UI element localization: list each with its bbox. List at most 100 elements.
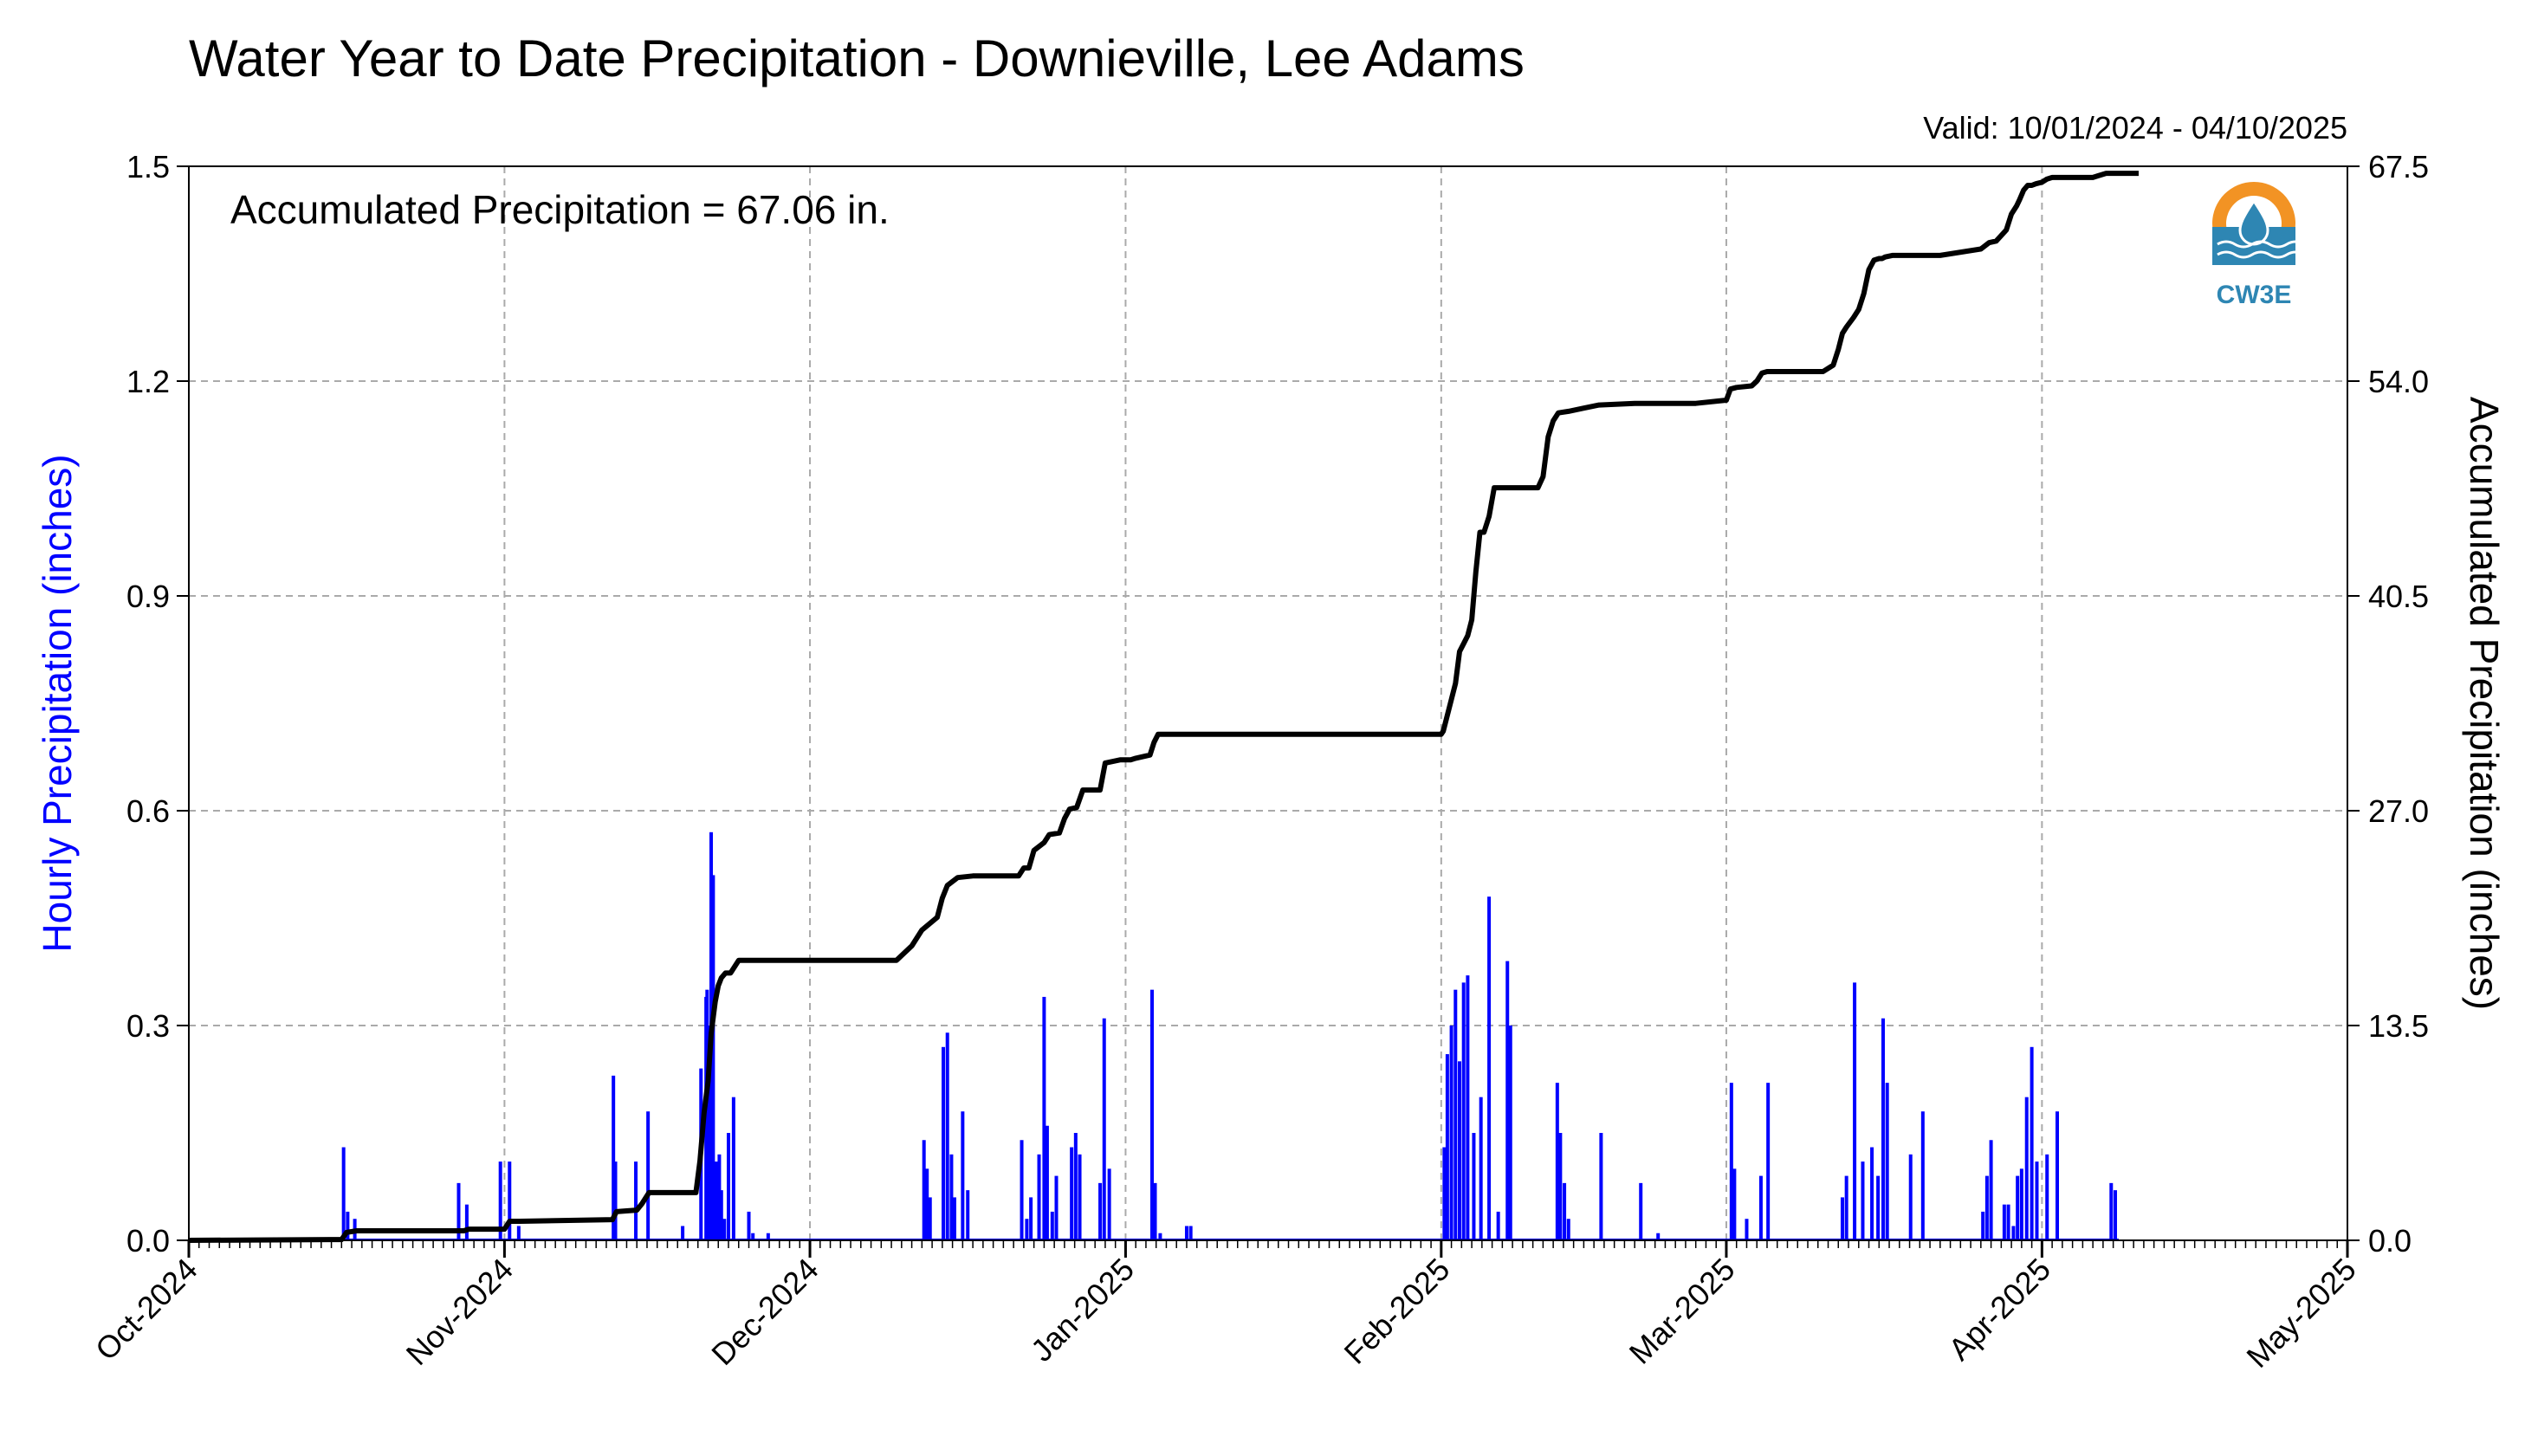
y-right-tick-label: 13.5 [2368,1008,2429,1044]
x-tick-label: Feb-2025 [1337,1252,1457,1371]
precip-bar [942,1046,946,1240]
precip-bar [2006,1204,2010,1240]
precip-bar [925,1168,929,1240]
y-left-tick-label: 1.5 [126,149,170,184]
chart-title: Water Year to Date Precipitation - Downi… [189,29,1525,87]
precip-bar [1045,1125,1049,1240]
logo-wave-icon [2217,240,2305,249]
precip-bar [1149,989,1154,1240]
precip-bar [966,1190,970,1240]
precip-bar [1107,1168,1111,1240]
precip-bar [456,1182,461,1240]
y-right-tick-label: 54.0 [2368,364,2429,399]
precip-bar [1599,1133,1603,1240]
precip-bar [714,1162,718,1240]
right-axis-label: Accumulated Precipitation (inches) [2462,397,2507,1010]
precip-bar [727,1133,730,1240]
y-left-tick-label: 0.9 [126,579,170,614]
precip-bar [1558,1133,1563,1240]
precip-bar [949,1154,954,1240]
precip-bar [613,1162,618,1240]
precip-bar [2035,1162,2039,1240]
x-tick-label: Mar-2025 [1622,1252,1742,1371]
precip-bar [1566,1219,1570,1240]
precip-bar [2016,1175,2020,1240]
precip-bar [464,1204,469,1240]
precip-bar [747,1211,751,1240]
left-y-axis: 0.0 0.3 0.6 0.9 1.2 1.5 [126,149,189,1259]
precip-bar [1496,1211,1500,1240]
precip-bar [1555,1083,1559,1240]
x-tick-label: Dec-2024 [704,1252,825,1372]
precip-bar [1073,1133,1078,1240]
precip-bar [1025,1219,1029,1240]
precip-bar [705,989,709,1240]
precip-bar [1885,1083,1889,1240]
precip-bar [1487,896,1492,1240]
precip-bar [1505,961,1510,1240]
precip-bar [1054,1175,1059,1240]
precip-bar [1745,1219,1749,1240]
precip-bar [2019,1168,2023,1240]
precip-bar [731,1097,735,1240]
precip-bar [1989,1140,1993,1240]
precip-bar [1037,1154,1041,1240]
precip-bar [945,1032,949,1240]
precip-bar [612,1075,616,1240]
precip-bar [1729,1083,1733,1240]
precip-bar [2024,1097,2029,1240]
precip-bar [1908,1154,1913,1240]
logo-wave-icon-2 [2217,250,2305,259]
precip-bar [1876,1175,1881,1240]
precip-bar [1732,1168,1737,1240]
precip-bar [1861,1162,1865,1240]
precip-bar [2055,1111,2059,1240]
chart-subtitle: Valid: 10/01/2024 - 04/10/2025 [1923,110,2347,146]
precip-bar [1050,1211,1054,1240]
precip-bar [2113,1190,2117,1240]
precip-bar [1508,1026,1512,1240]
x-tick-label: Jan-2025 [1024,1252,1141,1369]
precip-bar [1153,1182,1157,1240]
precip-bar [1766,1083,1771,1240]
precip-bar [2030,1046,2034,1240]
precip-bar [1758,1175,1763,1240]
y-right-tick-label: 67.5 [2368,149,2429,184]
precip-bar [1920,1111,1925,1240]
precip-bar [498,1162,502,1240]
precip-bar [1563,1182,1567,1240]
precip-bar [1479,1097,1483,1240]
left-axis-label: Hourly Precipitation (inches) [35,454,80,952]
precip-bar [719,1190,723,1240]
x-tick-label: Oct-2024 [88,1252,204,1368]
precip-bar [1442,1147,1447,1240]
precip-bar [634,1162,638,1240]
hourly-precip-bars [189,832,2119,1240]
precip-bar [952,1197,956,1240]
precip-bar [1840,1197,1844,1240]
precip-bar [1029,1197,1033,1240]
y-right-tick-label: 40.5 [2368,579,2429,614]
precip-bar [766,1233,770,1240]
cw3e-logo: CW3E [2212,182,2305,309]
precip-bar [722,1219,727,1240]
y-right-tick-label: 0.0 [2368,1223,2412,1259]
precip-bar [346,1211,350,1240]
grid [189,166,2347,1240]
precip-bar [1870,1147,1874,1240]
x-tick-label: Nov-2024 [399,1252,520,1372]
precip-bar [341,1147,346,1240]
precip-bar [1098,1182,1103,1240]
precip-bar [1472,1133,1476,1240]
precip-bar [1457,1061,1461,1240]
precip-bar [1449,1026,1453,1240]
y-left-tick-label: 1.2 [126,364,170,399]
accumulated-annotation: Accumulated Precipitation = 67.06 in. [230,187,890,232]
precip-bar [1881,1018,1885,1240]
y-right-tick-label: 27.0 [2368,793,2429,829]
precip-bar [508,1162,512,1240]
precip-bar [1020,1140,1024,1240]
x-tick-label: Apr-2025 [1941,1252,2057,1368]
precip-bar [928,1197,932,1240]
